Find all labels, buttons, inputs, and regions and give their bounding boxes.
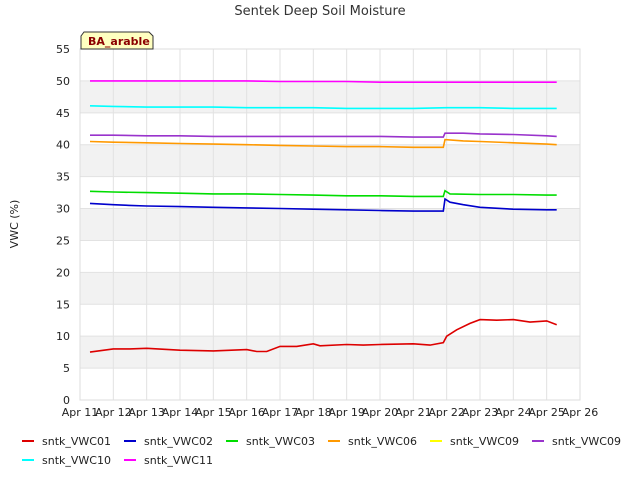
x-tick-label: Apr 20 (362, 406, 399, 419)
x-tick-label: Apr 22 (428, 406, 465, 419)
legend-item-sntk-vwc06: sntk_VWC06 (328, 434, 417, 450)
x-tick-label: Apr 15 (195, 406, 232, 419)
legend-label: sntk_VWC06 (348, 435, 417, 448)
legend-swatch (226, 440, 238, 442)
x-tick-label: Apr 25 (528, 406, 565, 419)
y-tick-label: 40 (56, 139, 70, 152)
plot-border (79, 48, 581, 401)
chart-title: Sentek Deep Soil Moisture (234, 4, 405, 19)
legend-swatch (22, 440, 34, 442)
legend-label: sntk_VWC09 (450, 435, 519, 448)
y-tick-label: 55 (56, 43, 70, 56)
legend-label: sntk_VWC09 (552, 435, 621, 448)
legend-item-sntk-vwc09: sntk_VWC09 (430, 434, 519, 450)
x-tick-label: Apr 18 (295, 406, 332, 419)
x-tick-label: Apr 23 (462, 406, 499, 419)
chart-background-bands (80, 80, 580, 369)
y-tick-label: 20 (56, 266, 70, 279)
series-line-sntk-vwc03 (89, 189, 557, 198)
series-line-sntk-vwc11 (90, 80, 557, 83)
series-line-sntk-vwc10 (89, 105, 557, 110)
legend-swatch (124, 459, 136, 461)
legend-label: sntk_VWC10 (42, 454, 111, 467)
legend-label: sntk_VWC11 (144, 454, 213, 467)
series-line-sntk-vwc09 (90, 132, 557, 138)
y-tick-label: 25 (56, 234, 70, 247)
plot-area-frame (79, 48, 581, 401)
legend-swatch (430, 440, 442, 442)
y-axis-ticks: 0 5 10 15 20 25 30 35 40 45 50 55 (56, 43, 70, 407)
x-tick-label: Apr 11 (62, 406, 99, 419)
legend-label: sntk_VWC03 (246, 435, 315, 448)
legend-item-sntk-vwc11: sntk_VWC11 (124, 453, 213, 469)
y-tick-label: 35 (56, 171, 70, 184)
series-line-sntk-vwc02 (89, 197, 557, 212)
y-tick-label: 15 (56, 298, 70, 311)
background-band (80, 208, 580, 241)
legend-swatch (22, 459, 34, 461)
x-tick-label: Apr 26 (562, 406, 599, 419)
chart-legend: sntk_VWC01 sntk_VWC02 sntk_VWC03 sntk_VWC06… (0, 432, 640, 476)
legend-swatch (124, 440, 136, 442)
x-tick-label: Apr 16 (228, 406, 265, 419)
x-tick-label: Apr 24 (495, 406, 532, 419)
background-band (80, 336, 580, 369)
y-tick-label: 30 (56, 203, 70, 216)
x-tick-label: Apr 14 (162, 406, 199, 419)
x-tick-label: Apr 19 (328, 406, 365, 419)
background-band (80, 144, 580, 177)
y-tick-label: 10 (56, 330, 70, 343)
y-tick-label: 45 (56, 107, 70, 120)
x-tick-label: Apr 12 (95, 406, 132, 419)
legend-item-sntk-vwc10: sntk_VWC10 (22, 453, 111, 469)
legend-item-sntk-vwc01: sntk_VWC01 (22, 434, 111, 450)
legend-label: sntk_VWC01 (42, 435, 111, 448)
y-tick-label: 0 (63, 394, 70, 407)
chart-series-lines (89, 80, 557, 353)
annotation-badge: BA_arable (80, 31, 154, 50)
x-tick-label: Apr 17 (262, 406, 299, 419)
background-band (80, 272, 580, 305)
legend-item-sntk-vwc09: sntk_VWC09 (532, 434, 621, 450)
y-tick-label: 5 (63, 362, 70, 375)
x-tick-label: Apr 21 (395, 406, 432, 419)
legend-item-sntk-vwc02: sntk_VWC02 (124, 434, 213, 450)
y-tick-label: 50 (56, 75, 70, 88)
series-line-sntk-vwc01 (89, 318, 557, 353)
legend-swatch (532, 440, 544, 442)
legend-item-sntk-vwc03: sntk_VWC03 (226, 434, 315, 450)
legend-label: sntk_VWC02 (144, 435, 213, 448)
x-tick-label: Apr 13 (128, 406, 165, 419)
legend-swatch (328, 440, 340, 442)
y-axis-label: VWC (%) (8, 200, 21, 249)
annotation-text: BA_arable (88, 35, 150, 48)
series-line-sntk-vwc06 (89, 138, 557, 149)
